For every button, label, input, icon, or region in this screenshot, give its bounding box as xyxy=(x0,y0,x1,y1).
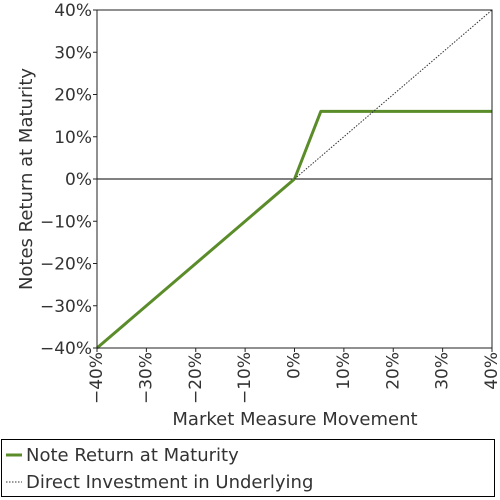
y-tick-label: 10% xyxy=(54,128,92,148)
y-tick-label: −30% xyxy=(40,297,92,317)
legend-swatch-direct-investment xyxy=(6,481,22,483)
x-tick-label: 20% xyxy=(383,352,403,390)
x-tick-label: −10% xyxy=(235,352,255,404)
y-tick-label: −10% xyxy=(40,212,92,232)
x-tick-label: 40% xyxy=(482,352,500,390)
series-layer xyxy=(96,9,493,350)
y-tick-label: 0% xyxy=(65,170,92,190)
plot-area-frame xyxy=(96,9,493,349)
x-tick-label: −40% xyxy=(87,352,107,404)
x-tick-label: 0% xyxy=(285,352,305,379)
x-tick-marks xyxy=(96,348,493,352)
y-tick-label: 20% xyxy=(54,86,92,106)
y-tick-labels: 40% 30% 20% 10% 0% −10% −20% −30% −40% xyxy=(40,1,92,359)
y-tick-label: −40% xyxy=(40,339,92,359)
x-tick-label: −20% xyxy=(186,352,206,404)
x-tick-label: −30% xyxy=(136,352,156,404)
y-axis-label: Notes Return at Maturity xyxy=(16,68,37,290)
legend-item-direct-investment: Direct Investment in Underlying xyxy=(2,469,313,495)
legend-item-note-return: Note Return at Maturity xyxy=(2,442,239,468)
y-tick-label: 40% xyxy=(54,1,92,21)
y-tick-marks xyxy=(93,9,97,349)
x-tick-label: 30% xyxy=(433,352,453,390)
x-tick-labels: −40% −30% −20% −10% 0% 10% 20% 30% 40% xyxy=(87,352,500,404)
y-tick-label: −20% xyxy=(40,255,92,275)
legend-label-direct-investment: Direct Investment in Underlying xyxy=(26,471,314,493)
x-axis-label: Market Measure Movement xyxy=(172,409,417,430)
y-tick-label: 30% xyxy=(54,43,92,63)
legend-swatch-note-return xyxy=(6,453,22,457)
direct-investment-line xyxy=(294,9,493,180)
x-tick-label: 10% xyxy=(334,352,354,390)
legend-label-note-return: Note Return at Maturity xyxy=(26,444,239,466)
note-return-line xyxy=(96,109,492,350)
legend: Note Return at Maturity Direct Investmen… xyxy=(1,439,495,497)
